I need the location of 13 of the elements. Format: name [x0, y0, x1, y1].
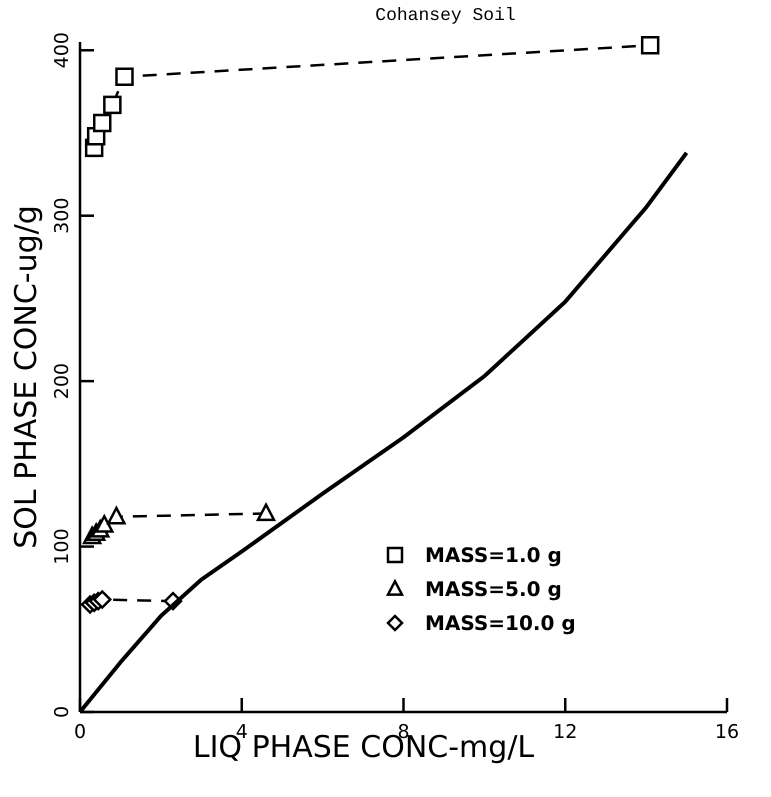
x-tick-label: 0 [74, 721, 86, 743]
legend-label: MASS=1.0 g [425, 543, 562, 567]
y-tick-label: 300 [51, 198, 73, 234]
legend-label: MASS=10.0 g [425, 611, 576, 635]
chart-title: Cohansey Soil [375, 6, 516, 26]
y-tick-label: 400 [51, 32, 73, 68]
x-tick-label: 16 [714, 721, 740, 743]
y-tick-label: 200 [51, 363, 73, 400]
legend-label: MASS=5.0 g [425, 577, 562, 601]
y-axis-title: SOL PHASE CONC-ug/g [9, 205, 44, 549]
y-tick-label: 100 [51, 528, 73, 565]
x-tick-label: 12 [553, 721, 578, 743]
y-tick-label: 0 [51, 706, 73, 718]
